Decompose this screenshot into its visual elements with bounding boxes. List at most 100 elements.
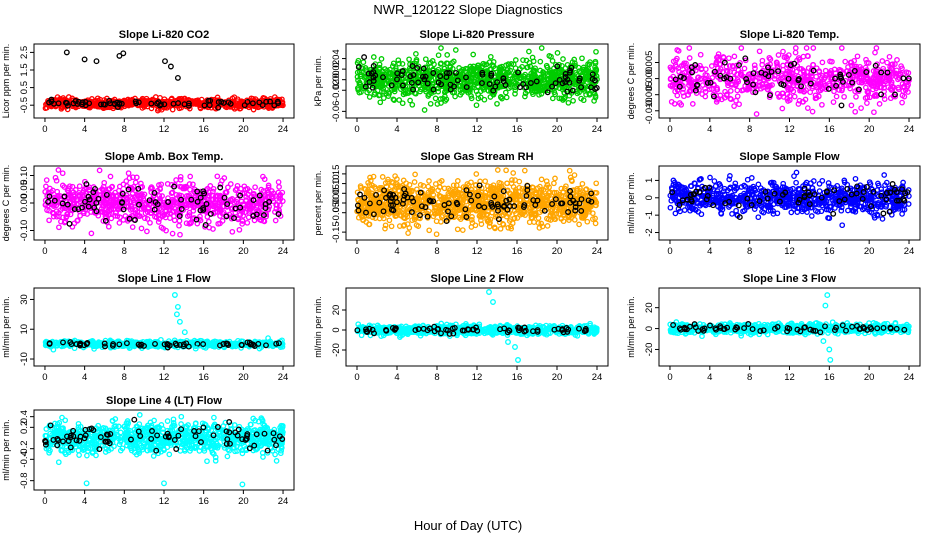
y-axis-label: degrees C per min. — [626, 43, 636, 120]
data-point — [129, 224, 136, 230]
data-point — [510, 170, 517, 176]
y-tick-label: -0.15 — [331, 221, 342, 243]
data-point — [444, 52, 451, 58]
data-point — [355, 87, 362, 93]
y-tick-label: -2 — [644, 228, 655, 236]
data-point — [771, 75, 778, 82]
data-point — [544, 64, 551, 71]
y-tick-label: 0.00 — [331, 70, 342, 89]
data-point — [388, 223, 395, 230]
data-point — [132, 179, 139, 186]
data-point — [355, 77, 361, 84]
data-point — [520, 57, 526, 63]
x-tick-label: 4 — [707, 246, 712, 257]
data-points — [667, 45, 912, 117]
data-point — [884, 59, 890, 66]
reference-point — [217, 184, 224, 191]
y-tick-label: 0.04 — [331, 49, 342, 67]
y-tick-label: 0.15 — [331, 165, 342, 184]
data-point — [236, 226, 243, 233]
reference-point — [185, 102, 192, 109]
reference-point — [838, 102, 845, 109]
data-point — [426, 227, 433, 234]
data-point — [473, 88, 480, 95]
data-point — [535, 215, 542, 221]
data-point — [734, 93, 741, 100]
reference-point — [227, 100, 234, 107]
data-point — [871, 109, 877, 116]
data-point — [810, 45, 817, 51]
data-point — [233, 102, 239, 109]
data-point — [842, 58, 849, 65]
data-point — [522, 93, 528, 100]
data-point — [686, 55, 693, 61]
data-point — [459, 227, 466, 233]
data-point — [452, 93, 458, 100]
x-tick-label: 4 — [82, 246, 87, 257]
outlier-point — [63, 49, 70, 56]
x-tick-label: 16 — [198, 246, 209, 257]
data-point — [792, 45, 799, 51]
y-tick-label: 2.5 — [19, 46, 30, 59]
data-point — [473, 171, 480, 177]
reference-point — [46, 99, 53, 106]
reference-point — [241, 102, 248, 109]
data-point — [527, 63, 534, 70]
data-point — [538, 45, 545, 51]
data-point — [412, 171, 418, 178]
data-point — [809, 108, 816, 115]
reference-point — [215, 104, 222, 111]
y-axis-label: Licor ppm per min. — [1, 44, 11, 119]
data-point — [502, 89, 509, 96]
data-point — [755, 214, 762, 221]
data-point — [593, 180, 600, 187]
data-point — [187, 173, 194, 180]
data-point — [830, 99, 837, 105]
data-point — [154, 107, 161, 114]
data-point — [490, 63, 497, 70]
x-tick-label: 16 — [824, 124, 835, 135]
panel-3: Slope Li-820 Temp.degrees C per min.0 4 8 1… — [626, 29, 921, 135]
data-point — [116, 220, 123, 226]
y-tick-label: 1.5 — [19, 63, 30, 76]
data-point — [272, 217, 279, 224]
data-point — [43, 177, 50, 183]
data-point — [554, 50, 561, 56]
x-tick-label: 4 — [707, 124, 712, 135]
reference-point — [263, 98, 270, 105]
reference-point — [135, 99, 142, 106]
data-point — [55, 167, 62, 173]
data-point — [76, 183, 83, 190]
data-point — [498, 94, 504, 100]
data-point — [43, 183, 49, 190]
data-point — [96, 167, 103, 174]
data-point — [753, 111, 760, 117]
y-axis-label: kPa per min. — [313, 56, 323, 107]
data-point — [470, 51, 477, 58]
x-tick-label: 20 — [864, 124, 875, 135]
data-point — [390, 96, 397, 103]
data-point — [879, 58, 886, 64]
data-point — [426, 178, 432, 184]
data-point — [483, 61, 490, 68]
reference-point — [55, 100, 62, 107]
data-point — [450, 58, 457, 65]
figure-title: NWR_120122 Slope Diagnostics — [373, 2, 563, 17]
y-tick-label: -1 — [644, 211, 655, 219]
x-tick-label: 24 — [592, 124, 603, 135]
data-point — [181, 95, 188, 102]
data-point — [406, 56, 412, 63]
data-point — [546, 53, 553, 59]
data-point — [245, 214, 252, 221]
x-tick-label: 20 — [552, 246, 563, 257]
data-point — [433, 231, 440, 238]
data-point — [551, 180, 557, 187]
data-point — [434, 101, 441, 107]
x-tick-label: 8 — [747, 246, 752, 257]
data-point — [396, 97, 403, 103]
data-point — [881, 172, 888, 178]
data-point — [275, 179, 282, 185]
data-point — [565, 99, 572, 106]
data-point — [738, 45, 745, 51]
